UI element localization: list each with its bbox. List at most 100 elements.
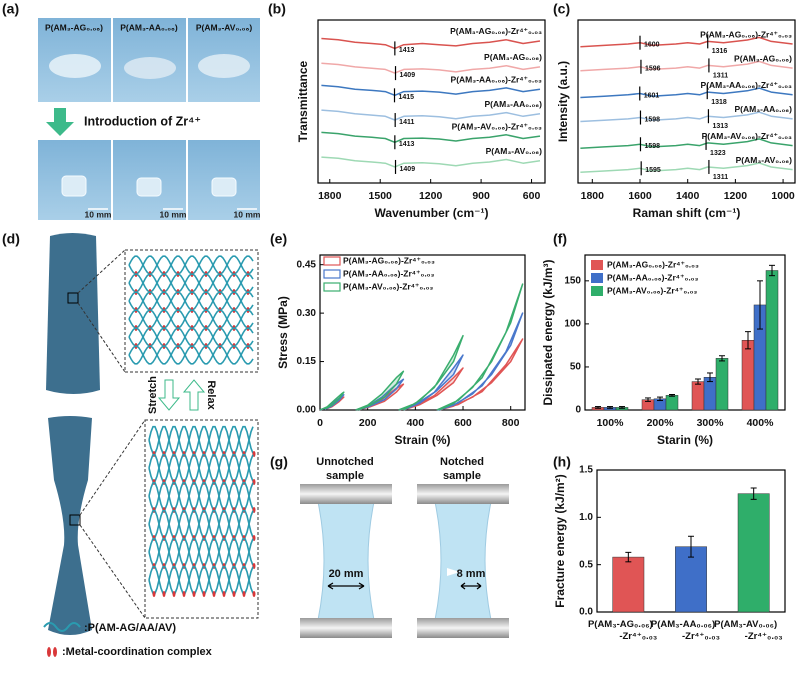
plot-frame: [319, 254, 526, 411]
sample-title: Notched: [440, 456, 484, 468]
series-label: P(AM₃-AA₀.₀₆)-Zr⁴⁺₀.₀₃: [701, 80, 793, 90]
peak-label: 1598: [644, 143, 660, 150]
y-tick-label: 0: [575, 405, 581, 416]
polymer-chain: [148, 509, 254, 539]
coordination-site: [182, 591, 186, 597]
series-label: P(AM₃-AG₀.₀₆): [484, 52, 542, 62]
series-label: P(AM₃-AA₀.₀₆): [735, 104, 793, 114]
peak-label: 1596: [645, 66, 661, 73]
legend-swatch: [323, 256, 341, 266]
arrow: [46, 108, 74, 136]
peak-label: 1311: [713, 72, 728, 79]
x-tick-label: 400: [407, 417, 425, 429]
legend-swatch: [323, 282, 341, 292]
polymer-chain: [128, 345, 254, 365]
scale-text: 10 mm: [85, 209, 112, 219]
series-label: P(AM₃-AA₀.₀₆): [485, 99, 543, 109]
series-label: P(AM₃-AG₀.₀₆)-Zr⁴⁺₀.₀₃: [700, 29, 792, 39]
polymer-chain: [128, 345, 254, 365]
legend-text: :Metal-coordination complex: [62, 646, 213, 658]
x-tick-label: P(AM₃-AA₀.₀₆) -Zr⁴⁺₀.₀₃: [651, 619, 720, 642]
polymer-chain: [148, 565, 254, 595]
series-label: P(AM₃-AV₀.₀₆)-Zr⁴⁺₀.₀₃: [452, 121, 542, 131]
gel: [49, 54, 101, 78]
polymer-chain: [148, 481, 254, 511]
peak-label: 1413: [399, 141, 415, 148]
series-line: [321, 37, 541, 50]
zoom-line: [77, 249, 126, 294]
peak-label: 1323: [710, 150, 726, 157]
sample-title: sample: [326, 470, 364, 482]
polymer-chain: [148, 537, 254, 567]
y-tick-label: 0.45: [297, 259, 317, 270]
series-label: P(AM₃-AG₀.₀₆): [734, 53, 792, 63]
coordination-site: [172, 591, 176, 597]
coordination-site: [232, 591, 236, 597]
arrow: [182, 379, 206, 411]
y-tick-label: 0.0: [579, 607, 593, 618]
panel-label: (b): [268, 1, 286, 17]
coordination-site: [222, 591, 226, 597]
notch-diagram: Unnotched sample Notched sample 20 mm 8 …: [300, 456, 509, 638]
x-axis-label: Strain (%): [394, 433, 450, 447]
x-tick-label: 200%: [647, 417, 675, 429]
gel-body: [46, 233, 100, 394]
y-tick-label: 1.5: [579, 465, 593, 476]
series-line: [580, 36, 793, 48]
panel-label: (c): [553, 1, 570, 17]
panel-label: (d): [2, 231, 20, 247]
clamp: [300, 484, 392, 504]
bar: [665, 395, 679, 411]
legend-label: P(AM₃-AV₀.₀₆)-Zr⁴⁺₀.₀₃: [607, 285, 697, 295]
peak-label: 1413: [399, 47, 415, 54]
bar: [612, 556, 645, 613]
x-tick-label: 100%: [597, 417, 625, 429]
polymer-chain: [148, 425, 254, 455]
legend-complex: [53, 647, 57, 657]
chart: 0.0 0.5 1.0 1.5 Fracture energy (kJ/m²) P(AM₃…: [553, 465, 786, 642]
y-axis-label: Intensity (a.u.): [556, 61, 570, 142]
legend-label: P(AM₃-AV₀.₀₆)-Zr⁴⁺₀.₀₃: [343, 281, 433, 291]
y-tick-label: 50: [570, 362, 582, 373]
series-line: [321, 62, 541, 74]
plot-frame: [584, 254, 786, 411]
peak-label: 1415: [399, 94, 415, 101]
zoom-line: [77, 302, 126, 373]
x-tick-label: 1800: [581, 190, 605, 202]
series-line: [321, 109, 541, 121]
polymer-chain: [148, 481, 254, 511]
legend-chain: [43, 622, 81, 632]
series-line: [580, 162, 793, 174]
width-label: 8 mm: [457, 568, 486, 580]
coordination-site: [192, 591, 196, 597]
x-tick-label: 1200: [724, 190, 748, 202]
sample: [434, 501, 492, 621]
x-axis-label: Wavenumber (cm⁻¹): [375, 206, 489, 220]
polymer-chain: [148, 425, 254, 455]
arrow: [157, 379, 181, 411]
peak-label: 1595: [645, 167, 661, 174]
network-diagram: Stretch Relax :P(AM-AG/AA/AV) :Metal-coo…: [43, 233, 259, 658]
polymer-chain: [148, 453, 254, 483]
x-tick-label: 400%: [747, 417, 775, 429]
legend-label: P(AM₃-AG₀.₀₆)-Zr⁴⁺₀.₀₃: [607, 259, 699, 269]
panel-label: (g): [270, 454, 288, 470]
sample-title: Unnotched: [316, 456, 373, 468]
x-tick-label: P(AM₃-AG₀.₀₆) -Zr⁴⁺₀.₀₃: [588, 619, 657, 642]
x-tick-label: 600: [454, 417, 472, 429]
polymer-chain: [148, 537, 254, 567]
peak-label: 1601: [644, 92, 660, 99]
y-tick-label: 0.00: [297, 405, 317, 416]
zoom-marker: [67, 292, 79, 304]
x-tick-label: 1800: [318, 190, 342, 202]
x-tick-label: 800: [502, 417, 520, 429]
peak-label: 1313: [712, 123, 728, 130]
x-axis-label: Starin (%): [657, 433, 713, 447]
panel-label: (e): [270, 231, 287, 247]
panel-label: (f): [553, 231, 567, 247]
legend-swatch: [591, 286, 603, 296]
series-line: [580, 138, 793, 150]
series-label: P(AM₃-AA₀.₀₆)-Zr⁴⁺₀.₀₃: [451, 74, 543, 84]
photo-label: P(AM₃-AA₀.₀₆): [120, 22, 178, 32]
width-label: 20 mm: [329, 568, 364, 580]
